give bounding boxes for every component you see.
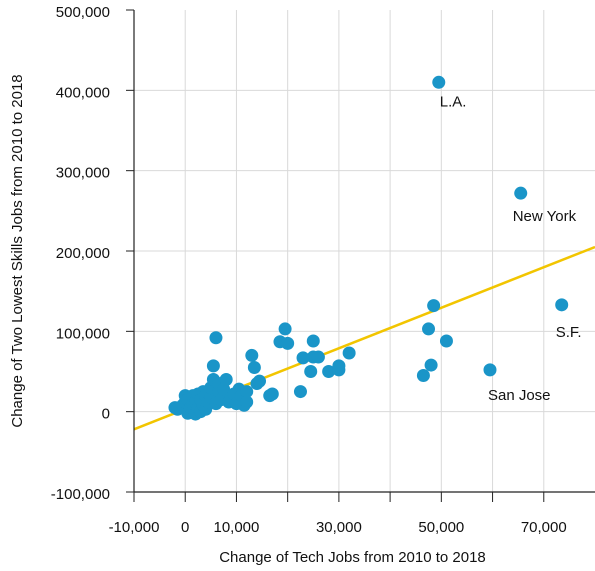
data-point [252, 374, 266, 388]
y-tick-label: 0 [102, 406, 110, 423]
annotation-label: S.F. [556, 324, 582, 341]
x-axis-ticks: -10,000 0 10,000 30,000 50,000 70,000 [109, 492, 567, 536]
data-point [342, 346, 356, 360]
data-point [219, 373, 233, 387]
data-point [432, 75, 446, 89]
data-point [306, 334, 320, 348]
data-point [240, 395, 254, 409]
data-point [311, 350, 325, 364]
data-point [555, 298, 569, 312]
data-point [281, 336, 295, 350]
data-point [322, 365, 336, 378]
data-point [514, 186, 528, 200]
data-point [265, 387, 279, 401]
data-point [304, 365, 318, 378]
data-point [247, 360, 261, 374]
y-tick-label: 400,000 [56, 84, 110, 101]
data-point [240, 385, 254, 399]
data-points [168, 75, 569, 421]
data-point [427, 299, 441, 313]
x-tick-label: 70,000 [521, 519, 567, 536]
x-tick-label: 10,000 [213, 519, 259, 536]
data-point [209, 331, 223, 345]
y-tick-label: 200,000 [56, 245, 110, 262]
data-point [416, 369, 430, 383]
data-point [296, 351, 310, 365]
y-tick-label: 500,000 [56, 4, 110, 21]
x-tick-label: 30,000 [316, 519, 362, 536]
y-axis-title: Change of Two Lowest Skills Jobs from 20… [9, 74, 26, 427]
data-point [424, 358, 438, 372]
y-tick-label: 100,000 [56, 325, 110, 342]
x-tick-label: 0 [181, 519, 189, 536]
annotation-label: L.A. [440, 93, 467, 110]
x-axis-title: Change of Tech Jobs from 2010 to 2018 [219, 549, 486, 566]
x-tick-label: 50,000 [418, 519, 464, 536]
data-point [293, 385, 307, 399]
annotation-label: New York [513, 208, 577, 225]
data-point [483, 363, 497, 377]
data-point [422, 322, 436, 336]
data-point [332, 359, 346, 373]
annotations: L.A. New York S.F. San Jose [440, 93, 582, 404]
data-point [245, 348, 259, 362]
annotation-label: San Jose [488, 387, 551, 404]
y-axis-ticks: -100,000 0 100,000 200,000 300,000 400,000 500… [51, 4, 134, 503]
x-tick-label: -10,000 [109, 519, 160, 536]
y-tick-label: 300,000 [56, 165, 110, 182]
data-point [278, 322, 292, 336]
data-point [206, 359, 220, 373]
grid [134, 10, 595, 493]
y-tick-label: -100,000 [51, 486, 110, 503]
data-point [439, 334, 453, 348]
